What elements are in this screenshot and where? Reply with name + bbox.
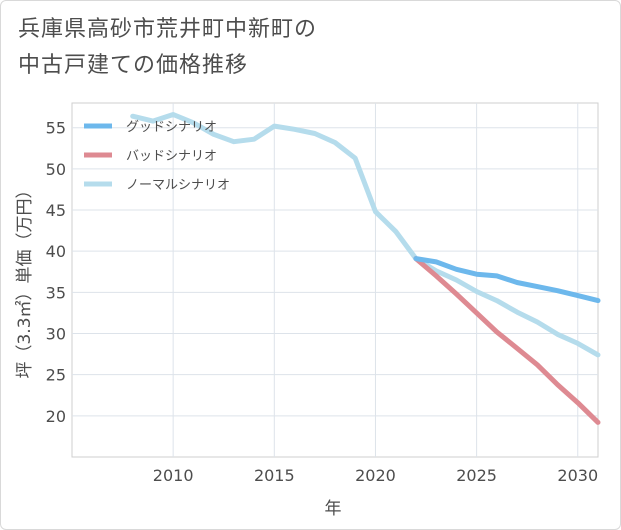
legend-label-0: グッドシナリオ (126, 120, 217, 135)
x-tick-2015: 2015 (254, 466, 295, 485)
y-tick-25: 25 (46, 366, 66, 385)
y-tick-20: 20 (46, 407, 66, 426)
y-tick-35: 35 (46, 283, 66, 302)
legend-label-2: ノーマルシナリオ (126, 178, 230, 193)
y-tick-55: 55 (46, 119, 66, 138)
series-line-0 (413, 256, 601, 304)
chart-title: 兵庫県高砂市荒井町中新町の 中古戸建ての価格推移 (18, 12, 317, 84)
series-line-1 (413, 256, 601, 425)
series-lines (130, 112, 601, 425)
x-tick-2025: 2025 (456, 466, 497, 485)
y-tick-50: 50 (46, 160, 66, 179)
chart-title-line1: 兵庫県高砂市荒井町中新町の (18, 17, 318, 42)
y-tick-45: 45 (46, 201, 66, 220)
chart-title-line2: 中古戸建ての価格推移 (18, 53, 249, 78)
y-axis-title: 坪（3.3㎡）単価（万円） (15, 181, 35, 378)
x-tick-2020: 2020 (355, 466, 396, 485)
y-tick-40: 40 (46, 242, 66, 261)
x-tick-2030: 2030 (557, 466, 598, 485)
x-tick-2010: 2010 (153, 466, 194, 485)
x-axis-title: 年 (325, 499, 342, 519)
y-tick-30: 30 (46, 325, 66, 344)
legend-label-1: バッドシナリオ (126, 149, 217, 164)
series-line-2 (130, 112, 601, 358)
grid-lines (72, 103, 598, 457)
